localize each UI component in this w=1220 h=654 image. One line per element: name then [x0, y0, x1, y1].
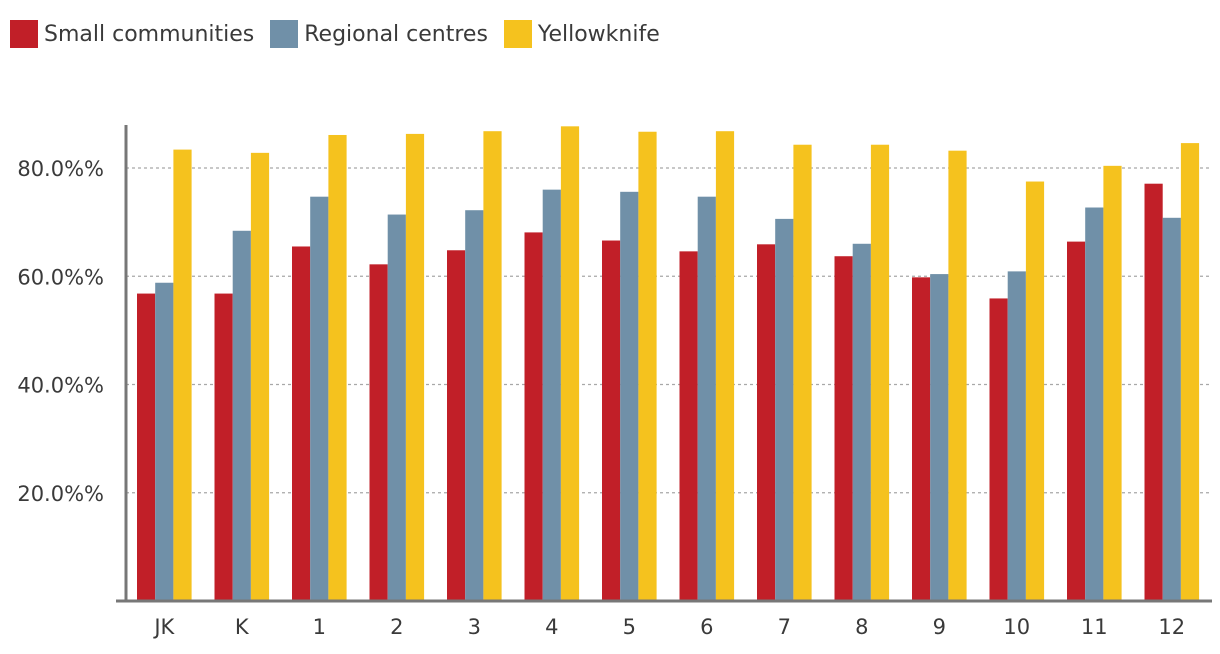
bar-small-communities-10	[989, 298, 1008, 601]
x-tick-label: K	[235, 615, 250, 639]
bar-yellowknife-jk	[173, 149, 192, 601]
legend-label: Small communities	[44, 21, 255, 47]
bar-small-communities-1	[292, 246, 311, 601]
x-tick-label: 9	[933, 615, 946, 639]
y-tick-label: 20.0%%	[17, 482, 104, 506]
legend-item-2: Yellowknife	[503, 20, 660, 48]
legend-label: Regional centres	[304, 21, 488, 47]
bar-yellowknife-4	[560, 126, 580, 601]
legend-item-0: Small communities	[10, 20, 254, 48]
bar-small-communities-6	[679, 251, 698, 602]
bar-yellowknife-10	[1025, 181, 1045, 601]
bar-regional-centres-11	[1085, 207, 1104, 602]
bar-regional-centres-7	[775, 218, 794, 601]
chart-legend: Small communities Regional centres Yellowk…	[10, 18, 676, 50]
bar-yellowknife-2	[405, 133, 425, 601]
bar-yellowknife-1	[328, 134, 347, 601]
x-tick-label: 10	[1003, 615, 1030, 639]
x-tick-label: 12	[1158, 615, 1185, 639]
bar-yellowknife-6	[715, 131, 735, 601]
bar-small-communities-7	[757, 244, 776, 601]
x-tick-label: 6	[700, 615, 713, 639]
y-tick-label: 80.0%%	[17, 157, 104, 181]
bar-small-communities-4	[524, 232, 543, 601]
legend-swatch	[270, 20, 299, 48]
y-tick-label: 40.0%%	[17, 374, 104, 398]
legend-item-1: Regional centres	[270, 20, 488, 48]
bar-regional-centres-k	[232, 230, 251, 601]
bar-small-communities-jk	[137, 293, 156, 601]
bar-regional-centres-12	[1162, 217, 1181, 602]
x-tick-label: 4	[545, 615, 558, 639]
bar-regional-centres-6	[697, 196, 716, 601]
bar-yellowknife-8	[870, 144, 890, 601]
legend-swatch	[10, 20, 38, 48]
x-tick-label: 3	[468, 615, 481, 639]
legend-swatch	[503, 20, 532, 48]
bar-regional-centres-8	[852, 243, 871, 601]
bar-small-communities-2	[369, 264, 388, 601]
bar-yellowknife-12	[1180, 143, 1200, 602]
bar-regional-centres-2	[387, 214, 406, 602]
x-tick-label: JK	[152, 615, 175, 639]
bar-small-communities-8	[834, 256, 853, 601]
bar-yellowknife-7	[793, 144, 812, 601]
bar-yellowknife-3	[483, 131, 502, 601]
bar-small-communities-3	[447, 250, 466, 601]
bar-small-communities-12	[1144, 183, 1163, 602]
x-tick-label: 5	[623, 615, 636, 639]
x-tick-label: 2	[390, 615, 403, 639]
bar-regional-centres-4	[542, 189, 561, 601]
bar-yellowknife-9	[948, 150, 967, 601]
bar-yellowknife-5	[638, 131, 657, 601]
bar-small-communities-5	[602, 240, 621, 601]
x-tick-label: 1	[313, 615, 326, 639]
bar-regional-centres-5	[620, 191, 639, 601]
bar-small-communities-k	[214, 293, 233, 601]
bar-yellowknife-k	[250, 152, 270, 601]
bar-small-communities-9	[912, 277, 931, 601]
y-tick-label: 60.0%%	[17, 265, 104, 289]
bar-regional-centres-10	[1007, 271, 1026, 601]
bar-regional-centres-1	[310, 196, 329, 601]
bar-regional-centres-3	[465, 210, 484, 601]
bar-small-communities-11	[1067, 241, 1086, 602]
x-tick-label: 7	[778, 615, 791, 639]
legend-label: Yellowknife	[537, 21, 660, 47]
x-tick-label: 11	[1081, 615, 1108, 639]
bar-regional-centres-jk	[155, 282, 174, 601]
bar-regional-centres-9	[930, 274, 949, 601]
bar-yellowknife-11	[1103, 165, 1122, 601]
x-tick-label: 8	[855, 615, 868, 639]
